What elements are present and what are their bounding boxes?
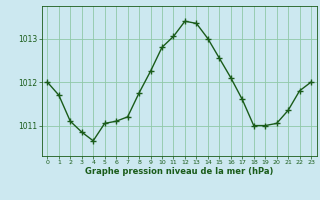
X-axis label: Graphe pression niveau de la mer (hPa): Graphe pression niveau de la mer (hPa) — [85, 167, 273, 176]
